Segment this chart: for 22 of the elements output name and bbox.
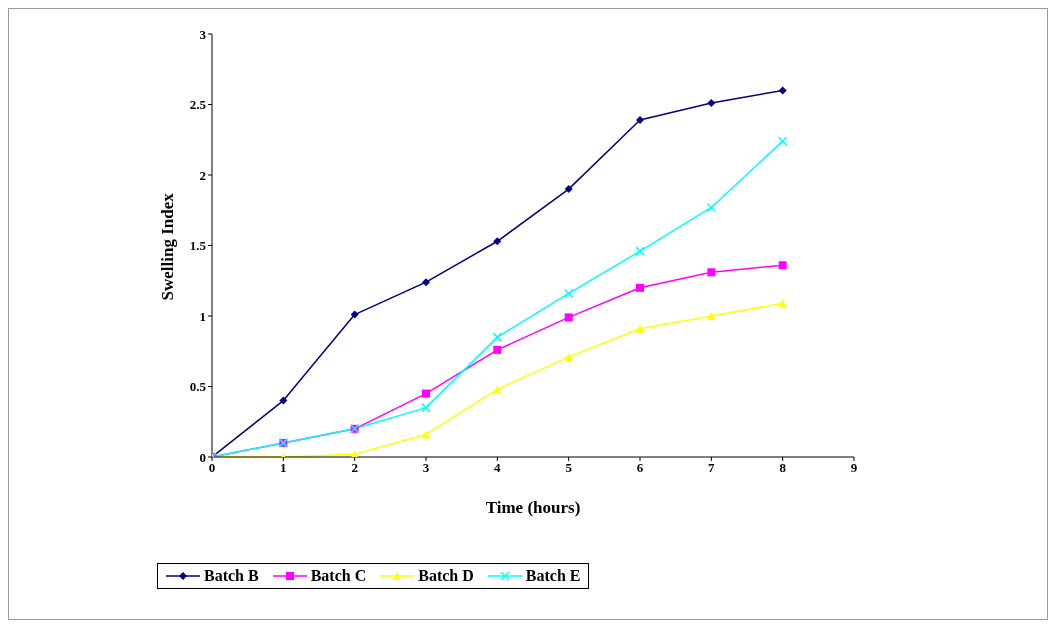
y-tick-label: 2 [199,167,206,183]
x-tick-label: 9 [850,460,858,476]
x-tick-label: 7 [708,460,716,476]
y-tick-label: 0.5 [189,379,207,395]
y-tick-label: 2.5 [189,97,207,113]
y-tick-label: 3 [199,26,207,42]
y-axis-title: Swelling Index [158,192,178,301]
y-tick-label: 1 [199,308,206,324]
legend-label: Batch C [310,567,367,585]
legend-label: Batch B [204,567,259,585]
x-axis-title: Time (hours) [485,498,581,517]
x-tick-label: 4 [494,460,502,476]
x-tick-label: 6 [636,460,644,476]
y-tick-label: 1.5 [189,238,207,254]
x-tick-label: 5 [565,460,573,476]
x-tick-label: 8 [779,460,787,476]
x-tick-label: 3 [422,460,430,476]
legend-label: Batch D [418,567,474,585]
y-tick-label: 0 [199,449,206,465]
legend-label: Batch E [525,567,581,585]
x-tick-label: 1 [280,460,287,476]
x-tick-label: 2 [351,460,358,476]
